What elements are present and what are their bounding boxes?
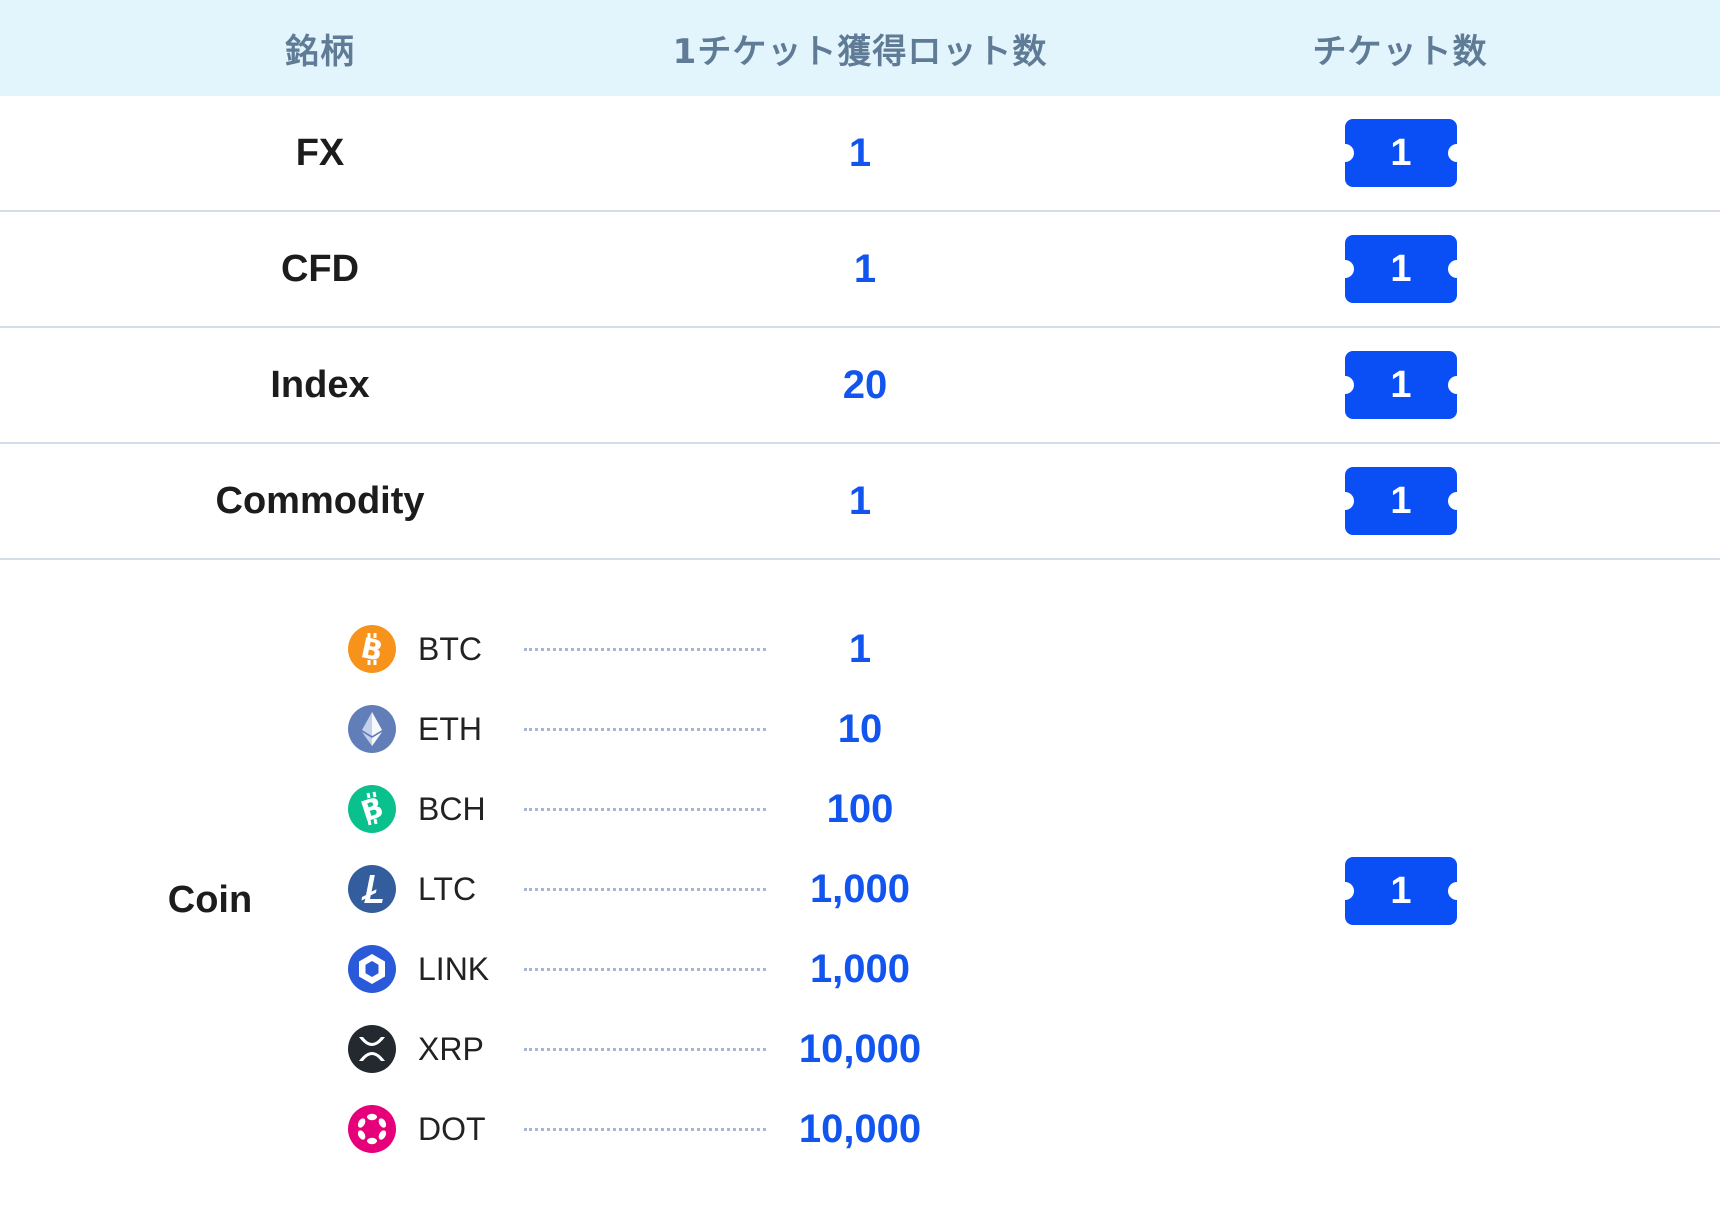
dotted-leader [524, 1048, 766, 1051]
row-lots: 1 [848, 130, 872, 175]
coin-item-dot: DOT 10,000 [0, 1089, 1720, 1169]
table-row-commodity: Commodity 1 1 [0, 444, 1720, 560]
ethereum-icon [348, 705, 396, 753]
row-tickets: 1 [1336, 444, 1466, 558]
coin-symbol: LINK [418, 950, 490, 987]
table-row-coin: Coin B BTC 1 ETH [0, 560, 1720, 1220]
coin-lots: 1,000 [809, 866, 911, 911]
header-ticket-count: チケット数 [1312, 31, 1488, 72]
row-symbol: Coin [167, 878, 253, 921]
row-tickets: 1 [1336, 328, 1466, 442]
polkadot-icon [348, 1105, 396, 1153]
bitcoin-icon: B [348, 625, 396, 673]
ticket-badge: 1 [1336, 119, 1466, 187]
coin-symbol: DOT [418, 1110, 486, 1147]
coin-item-xrp: XRP 10,000 [0, 1009, 1720, 1089]
ticket-badge: 1 [1336, 351, 1466, 419]
coin-symbol: ETH [418, 710, 482, 747]
dotted-leader [524, 648, 766, 651]
row-symbol: Index [270, 363, 370, 406]
coin-lots: 1 [848, 626, 872, 671]
litecoin-icon [348, 865, 396, 913]
coin-symbol: LTC [418, 870, 477, 907]
chainlink-icon [348, 945, 396, 993]
table-row-cfd: CFD 1 1 [0, 212, 1720, 328]
coin-item-ltc: LTC 1,000 [0, 849, 1720, 929]
dotted-leader [524, 728, 766, 731]
header-lots-per-ticket: 1チケット獲得ロット数 [672, 31, 1048, 72]
dotted-leader [524, 888, 766, 891]
coin-lots: 100 [826, 786, 894, 831]
coin-lots: 10 [837, 706, 883, 751]
coin-lots: 1,000 [809, 946, 911, 991]
row-tickets: 1 [1336, 96, 1466, 210]
ticket-badge: 1 [1336, 467, 1466, 535]
coin-symbol: BTC [418, 630, 482, 667]
coin-lots: 10,000 [798, 1026, 922, 1071]
row-tickets: 1 [1336, 212, 1466, 326]
dotted-leader [524, 808, 766, 811]
coin-symbol: XRP [418, 1030, 484, 1067]
coin-lots: 10,000 [798, 1106, 922, 1151]
ripple-icon [348, 1025, 396, 1073]
coin-item-bch: B BCH 100 [0, 769, 1720, 849]
dotted-leader [524, 1128, 766, 1131]
table-row-fx: FX 1 1 [0, 96, 1720, 212]
ticket-badge: 1 [1336, 235, 1466, 303]
header-symbol: 銘柄 [285, 31, 355, 72]
bitcoin-cash-icon: B [348, 785, 396, 833]
row-symbol: Commodity [215, 479, 425, 522]
row-tickets: 1 [1336, 857, 1466, 925]
coin-item-btc: B BTC 1 [0, 609, 1720, 689]
row-symbol: CFD [280, 247, 360, 290]
coin-symbol: BCH [418, 790, 486, 827]
table-row-index: Index 20 1 [0, 328, 1720, 444]
row-lots: 20 [842, 362, 888, 407]
coin-item-eth: ETH 10 [0, 689, 1720, 769]
dotted-leader [524, 968, 766, 971]
row-lots: 1 [853, 246, 877, 291]
coin-item-link: LINK 1,000 [0, 929, 1720, 1009]
row-symbol: FX [295, 131, 345, 174]
row-lots: 1 [848, 478, 872, 523]
ticket-badge: 1 [1336, 857, 1466, 925]
table-header: 銘柄 1チケット獲得ロット数 チケット数 [0, 0, 1720, 96]
